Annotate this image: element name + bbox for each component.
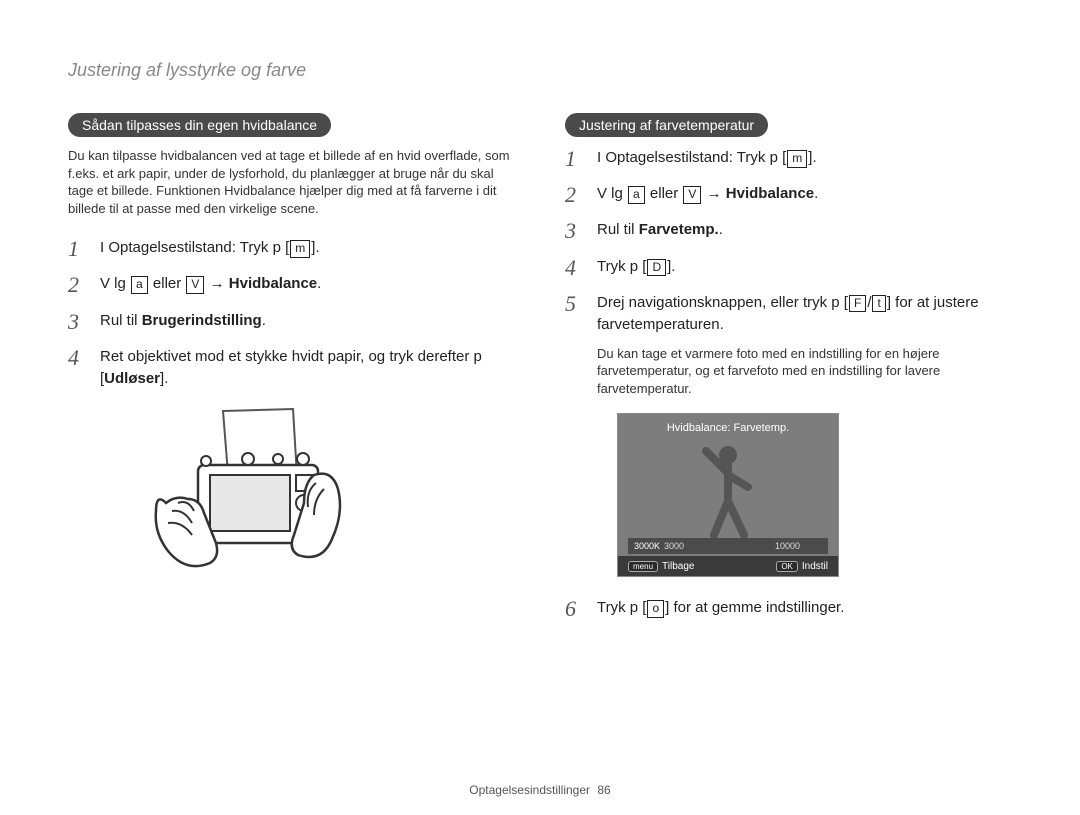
step-post: ].: [667, 258, 675, 275]
step-number: 6: [565, 597, 597, 621]
step-bold: Hvidbalance: [726, 185, 814, 202]
step-2: 2 V lg a eller V → Hvidbalance.: [68, 273, 515, 297]
d-icon: D: [647, 259, 666, 277]
step-post: .: [814, 185, 818, 202]
set-label: Indstil: [802, 561, 828, 572]
nav-icon: a: [628, 186, 645, 204]
step-post: .: [317, 275, 321, 292]
left-steps: 1 I Optagelsestilstand: Tryk p [m]. 2 V …: [68, 237, 515, 391]
ok-button-icon: OK: [776, 561, 798, 572]
step-4: 4 Ret objektivet mod et stykke hvidt pap…: [68, 346, 515, 391]
step-number: 3: [68, 310, 100, 334]
step-number: 4: [565, 256, 597, 280]
step-text: Rul til Brugerindstilling.: [100, 310, 266, 333]
step-pre: Tryk p [: [597, 258, 646, 275]
step-text: Rul til Farvetemp..: [597, 219, 723, 242]
step-post: .: [262, 312, 266, 329]
step-number: 4: [68, 346, 100, 370]
step-post: ].: [160, 370, 168, 387]
step-text: Tryk p [o] for at gemme indstillinger.: [597, 597, 844, 620]
step-pre: V lg: [597, 185, 623, 202]
step-post: .: [315, 239, 319, 256]
step-number: 1: [565, 147, 597, 171]
lcd-figure: [618, 440, 838, 538]
step-pre: I Optagelsestilstand: Tryk p: [100, 239, 281, 256]
lcd-scale: 3000K 3000 10000: [628, 538, 828, 554]
step-text: Drej navigationsknappen, eller tryk p [F…: [597, 292, 1012, 337]
left-section-title: Sådan tilpasses din egen hvidbalance: [68, 113, 331, 137]
t-icon: t: [872, 295, 885, 313]
slash: /: [867, 294, 871, 311]
step-text: Tryk p [D].: [597, 256, 675, 279]
arrow-icon: →: [707, 185, 722, 202]
step-text: Ret objektivet mod et stykke hvidt papir…: [100, 346, 515, 391]
step-post: .: [812, 149, 816, 166]
right-column: Justering af farvetemperatur 1 I Optagel…: [565, 113, 1012, 634]
step-bold: Hvidbalance: [229, 275, 317, 292]
page-footer: Optagelsesindstillinger 86: [0, 783, 1080, 797]
menu-icon: m: [290, 240, 310, 258]
step-text: I Optagelsestilstand: Tryk p [m].: [597, 147, 817, 170]
content-columns: Sådan tilpasses din egen hvidbalance Du …: [68, 113, 1012, 634]
step-4: 4 Tryk p [D].: [565, 256, 1012, 280]
step-pre: Rul til: [597, 221, 639, 238]
step-text: V lg a eller V → Hvidbalance.: [100, 273, 321, 296]
nav-icon: V: [683, 186, 701, 204]
left-column: Sådan tilpasses din egen hvidbalance Du …: [68, 113, 515, 634]
step-2: 2 V lg a eller V → Hvidbalance.: [565, 183, 1012, 207]
step-number: 1: [68, 237, 100, 261]
menu-button-icon: menu: [628, 561, 658, 572]
step-1: 1 I Optagelsestilstand: Tryk p [m].: [68, 237, 515, 261]
step-bold: Udløser: [104, 370, 160, 387]
step-or: eller: [650, 185, 678, 202]
camera-illustration: [128, 403, 515, 593]
step-pre: Tryk p [: [597, 599, 646, 616]
step-text: I Optagelsestilstand: Tryk p [m].: [100, 237, 320, 260]
ok-icon: o: [647, 600, 664, 618]
lcd-title: Hvidbalance: Farvetemp.: [618, 422, 838, 434]
scale-min: 3000: [664, 541, 684, 551]
color-temp-note: Du kan tage et varmere foto med en indst…: [597, 345, 1012, 398]
step-number: 5: [565, 292, 597, 316]
right-section-title: Justering af farvetemperatur: [565, 113, 768, 137]
lcd-footer: menu Tilbage OK Indstil: [618, 556, 838, 576]
page-number: 86: [597, 783, 610, 797]
footer-label: Optagelsesindstillinger: [469, 783, 590, 797]
nav-icon: a: [131, 276, 148, 294]
step-post: ] for at gemme indstillinger.: [665, 599, 844, 616]
step-pre: Drej navigationsknappen, eller tryk p [: [597, 294, 848, 311]
step-bold: Farvetemp.: [639, 221, 719, 238]
arrow-icon: →: [210, 275, 225, 292]
back-label: Tilbage: [662, 561, 694, 572]
step-3: 3 Rul til Farvetemp..: [565, 219, 1012, 243]
nav-icon: V: [186, 276, 204, 294]
menu-icon: m: [787, 150, 807, 168]
step-1: 1 I Optagelsestilstand: Tryk p [m].: [565, 147, 1012, 171]
page-title: Justering af lysstyrke og farve: [68, 60, 1012, 81]
step-text: V lg a eller V → Hvidbalance.: [597, 183, 818, 206]
f-icon: F: [849, 295, 866, 313]
lcd-preview: Hvidbalance: Farvetemp. 3000K 3000 10000…: [617, 413, 839, 577]
scale-max: 10000: [775, 541, 800, 551]
step-number: 3: [565, 219, 597, 243]
step-pre: I Optagelsestilstand: Tryk p: [597, 149, 778, 166]
step-pre: V lg: [100, 275, 126, 292]
step-number: 2: [565, 183, 597, 207]
left-intro: Du kan tilpasse hvidbalancen ved at tage…: [68, 147, 515, 217]
step-post: .: [719, 221, 723, 238]
step-pre: Rul til: [100, 312, 142, 329]
step-5: 5 Drej navigationsknappen, eller tryk p …: [565, 292, 1012, 337]
right-steps: 1 I Optagelsestilstand: Tryk p [m]. 2 V …: [565, 147, 1012, 337]
step-or: eller: [153, 275, 181, 292]
scale-unit: 3000K: [634, 541, 660, 551]
step-6: 6 Tryk p [o] for at gemme indstillinger.: [565, 597, 1012, 621]
step-bold: Brugerindstilling: [142, 312, 262, 329]
step-3: 3 Rul til Brugerindstilling.: [68, 310, 515, 334]
step-number: 2: [68, 273, 100, 297]
